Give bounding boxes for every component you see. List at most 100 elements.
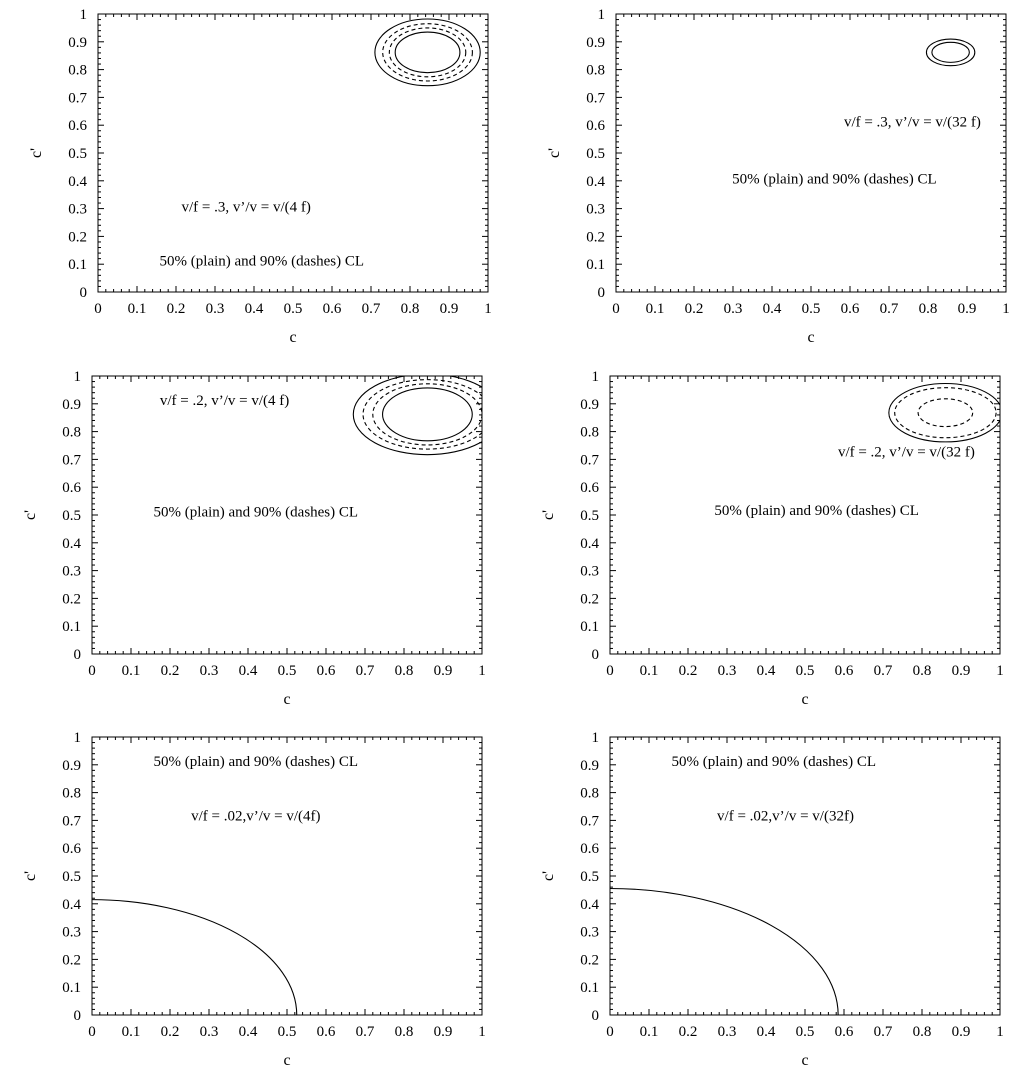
- y-tick-label: 0.4: [68, 174, 87, 190]
- x-tick-label: 0.2: [167, 301, 186, 317]
- y-tick-label: 0.8: [68, 63, 87, 79]
- x-tick-label: 0.9: [952, 663, 971, 679]
- minor-ticks: [92, 376, 482, 654]
- x-tick-label: 1: [996, 663, 1004, 679]
- x-tick-label: 0.2: [679, 1024, 698, 1040]
- y-tick-label: 0.6: [68, 118, 87, 134]
- y-axis-label: c': [540, 510, 557, 520]
- x-tick-label: 1: [996, 1024, 1004, 1040]
- x-tick-label: 0.7: [880, 301, 899, 317]
- x-tick-label: 0.9: [958, 301, 977, 317]
- cl90-contour-1: [894, 387, 997, 439]
- x-tick-label: 0.5: [278, 663, 297, 679]
- x-tick-label: 0.1: [640, 663, 659, 679]
- x-tick-label: 0.6: [323, 301, 342, 317]
- y-tick-label: 0.4: [586, 174, 605, 190]
- x-axis-label: c: [283, 691, 290, 708]
- x-tick-label: 0.3: [718, 1024, 737, 1040]
- annotation-0: v/f = .2, v’/v = v/(4 f): [160, 393, 289, 409]
- y-tick-label: 0.6: [62, 480, 81, 496]
- annotation-0: 50% (plain) and 90% (dashes) CL: [672, 754, 877, 770]
- y-axis-label: c': [22, 510, 39, 520]
- y-tick-label: 0.1: [68, 257, 87, 273]
- y-tick-label: 1: [80, 7, 88, 23]
- y-tick-label: 0.7: [62, 452, 81, 468]
- y-tick-label: 0.9: [580, 397, 599, 413]
- chart-panel-6: 0 0.1 0.2 0.3 0.4 0.5 0.6 0.7 0.8 0.9 1 0 0.1 0.2 0.3 0…: [540, 730, 1004, 1069]
- contour-series: [925, 38, 976, 67]
- plot-frame: [609, 736, 1001, 1016]
- contour-series: [92, 899, 298, 1015]
- chart-panel-3: 0 0.1 0.2 0.3 0.4 0.5 0.6 0.7 0.8 0.9 1 0 0.1 0.2 0.3 0…: [22, 369, 486, 708]
- x-tick-label: 1: [1002, 301, 1010, 317]
- x-axis-label: c: [801, 691, 808, 708]
- cl50-contour-1: [931, 41, 970, 63]
- annotation-1: 50% (plain) and 90% (dashes) CL: [154, 504, 359, 520]
- y-tick-label: 0.7: [580, 452, 599, 468]
- x-tick-label: 0.2: [685, 301, 704, 317]
- chart-panel-2: 0 0.1 0.2 0.3 0.4 0.5 0.6 0.7 0.8 0.9 1 0 0.1 0.2 0.3 0…: [546, 7, 1010, 346]
- x-tick-label: 0: [94, 301, 102, 317]
- plot-frame: [615, 13, 1007, 293]
- x-tick-label: 0.4: [239, 1024, 258, 1040]
- x-tick-label: 0.6: [317, 663, 336, 679]
- y-tick-label: 0: [74, 647, 82, 663]
- y-tick-label: 0.5: [580, 508, 599, 524]
- annotation-1: v/f = .02,v’/v = v/(4f): [191, 808, 320, 824]
- annotation-0: v/f = .3, v’/v = v/(32 f): [844, 115, 981, 131]
- y-tick-label: 0.6: [580, 480, 599, 496]
- y-tick-label: 0.2: [586, 229, 605, 245]
- y-tick-label: 0.1: [62, 980, 81, 996]
- cl50-contour-0: [374, 18, 481, 87]
- y-tick-label: 0.8: [586, 63, 605, 79]
- y-tick-label: 0.2: [68, 229, 87, 245]
- x-tick-label: 0.3: [206, 301, 225, 317]
- x-tick-label: 0.8: [913, 663, 932, 679]
- x-tick-label: 0.4: [757, 663, 776, 679]
- y-tick-label: 1: [74, 730, 82, 746]
- cl50-contour-0: [888, 382, 1000, 443]
- x-tick-label: 0: [88, 663, 96, 679]
- x-tick-label: 0: [606, 1024, 614, 1040]
- annotation-1: 50% (plain) and 90% (dashes) CL: [714, 503, 919, 519]
- x-tick-label: 0.3: [200, 663, 219, 679]
- x-tick-label: 0.6: [317, 1024, 336, 1040]
- y-tick-label: 0: [592, 1008, 600, 1024]
- x-tick-label: 0.4: [239, 663, 258, 679]
- y-tick-label: 0.4: [62, 536, 81, 552]
- y-tick-label: 0.9: [62, 758, 81, 774]
- y-tick-label: 0.5: [580, 869, 599, 885]
- x-tick-label: 0.6: [841, 301, 860, 317]
- minor-ticks: [92, 737, 482, 1015]
- y-tick-label: 0: [592, 647, 600, 663]
- minor-ticks: [610, 737, 1000, 1015]
- y-tick-label: 1: [592, 730, 600, 746]
- x-tick-label: 0.1: [640, 1024, 659, 1040]
- x-tick-label: 0.8: [919, 301, 938, 317]
- x-tick-label: 0: [606, 663, 614, 679]
- minor-ticks: [610, 376, 1000, 654]
- x-tick-label: 1: [478, 1024, 486, 1040]
- annotation-1: v/f = .02,v’/v = v/(32f): [717, 808, 854, 824]
- y-tick-label: 0.7: [62, 813, 81, 829]
- y-tick-label: 0: [80, 285, 88, 301]
- cl50-contour-0: [925, 38, 976, 67]
- y-tick-label: 1: [592, 369, 600, 385]
- x-axis-label: c: [283, 1052, 290, 1069]
- x-tick-label: 0.1: [128, 301, 147, 317]
- x-tick-label: 0.9: [434, 1024, 453, 1040]
- y-tick-label: 1: [74, 369, 82, 385]
- contour-series: [888, 382, 1000, 443]
- y-tick-label: 0.3: [68, 202, 87, 218]
- x-tick-label: 0.9: [440, 301, 459, 317]
- y-tick-label: 0.2: [62, 591, 81, 607]
- x-tick-label: 0.3: [718, 663, 737, 679]
- x-tick-label: 0.5: [284, 301, 303, 317]
- y-tick-label: 0.1: [586, 257, 605, 273]
- x-tick-label: 0.5: [796, 1024, 815, 1040]
- x-tick-label: 0.6: [835, 663, 854, 679]
- x-tick-label: 0.2: [161, 1024, 180, 1040]
- y-tick-label: 0.1: [62, 619, 81, 635]
- y-tick-label: 0.6: [62, 841, 81, 857]
